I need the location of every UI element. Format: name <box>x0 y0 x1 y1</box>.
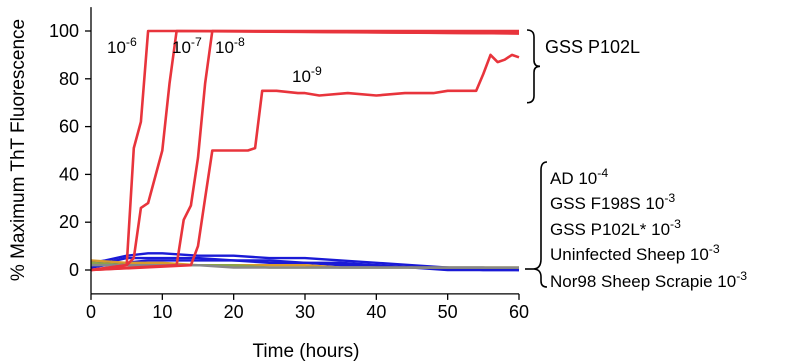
brace-gss-p102l <box>526 29 541 104</box>
x-tick-label: 40 <box>366 302 386 322</box>
y-tick-label: 0 <box>69 260 79 280</box>
y-tick-label: 20 <box>59 212 79 232</box>
y-tick-label: 40 <box>59 164 79 184</box>
annotation-uninfected-sheep: Uninfected Sheep 10-3 <box>550 242 720 264</box>
x-tick-label: 50 <box>438 302 458 322</box>
series-line-1 <box>90 29 520 272</box>
plot-lines <box>90 29 520 272</box>
series-label-neg8: 10-8 <box>215 35 245 57</box>
series-labels: 10-6 10-7 10-8 10-9 <box>107 35 322 86</box>
x-tick-label: 0 <box>86 302 96 322</box>
series-label-neg7: 10-7 <box>172 35 202 57</box>
annotation-ad: AD 10-4 <box>550 166 608 188</box>
series-label-neg6: 10-6 <box>107 35 137 57</box>
x-axis-label: Time (hours) <box>253 341 360 362</box>
annotations: GSS P102L AD 10-4 GSS F198S 10-3 GSS P102L*… <box>525 29 747 291</box>
x-tick-label: 10 <box>152 302 172 322</box>
y-tick-label: 100 <box>49 21 79 41</box>
y-tick-label: 60 <box>59 117 79 137</box>
annotation-nor98-sheep-scrapie: Nor98 Sheep Scrapie 10-3 <box>550 269 747 291</box>
x-tick-label: 60 <box>509 302 529 322</box>
annotation-gss-f198s: GSS F198S 10-3 <box>550 191 675 213</box>
series-line-2 <box>90 29 520 272</box>
brace-controls <box>532 161 548 288</box>
series-label-neg9: 10-9 <box>292 64 322 86</box>
axes: 0 10 20 30 40 50 60 0 20 40 60 80 100 <box>49 7 529 322</box>
annotation-gss-p102l: GSS P102L <box>545 37 640 57</box>
x-tick-label: 30 <box>295 302 315 322</box>
annotation-gss-p102l-star: GSS P102L* 10-3 <box>550 217 681 239</box>
y-axis-label: % Maximum ThT Fluorescence <box>8 19 29 281</box>
x-tick-label: 20 <box>224 302 244 322</box>
series-line-3 <box>90 53 520 272</box>
y-tick-label: 80 <box>59 69 79 89</box>
